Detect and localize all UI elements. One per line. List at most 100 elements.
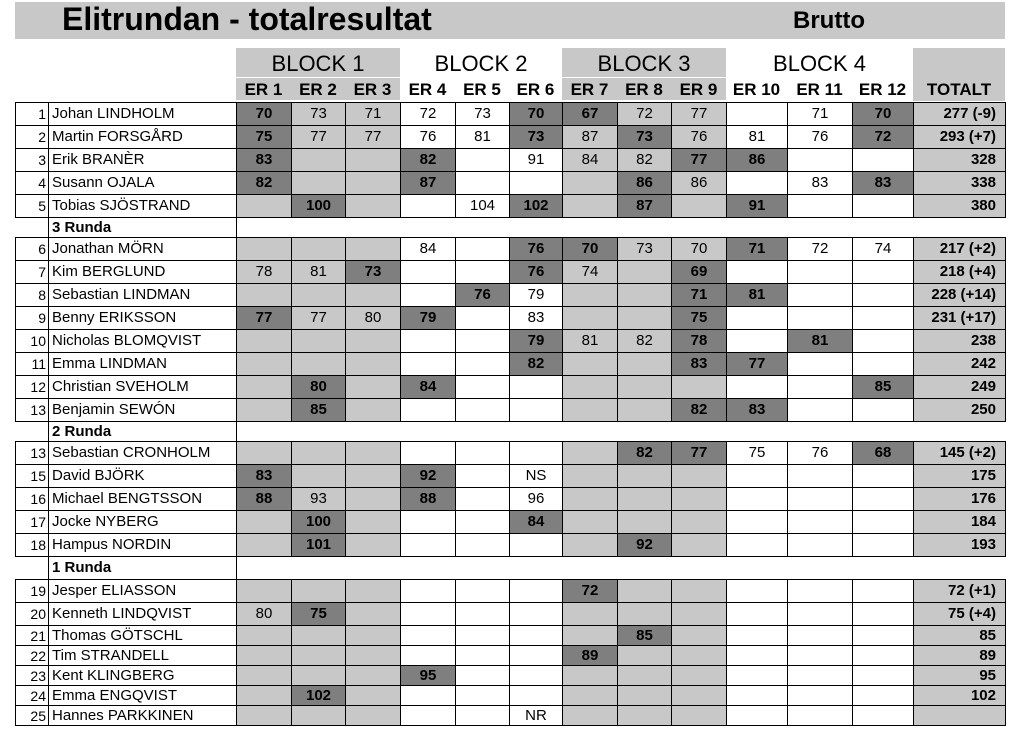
score-cell <box>509 665 563 686</box>
position-cell: 19 <box>15 579 49 603</box>
score-cell <box>852 148 914 172</box>
score-cell <box>455 260 510 284</box>
score-cell <box>787 194 853 218</box>
score-cell <box>291 329 346 353</box>
total-cell: 95 <box>913 665 1006 686</box>
score-cell: 82 <box>617 441 672 465</box>
player-name: Benjamin SEWÓN <box>48 398 237 422</box>
score-cell <box>400 194 456 218</box>
score-cell <box>400 602 456 626</box>
player-name: Johan LINDHOLM <box>48 102 237 126</box>
score-cell <box>345 625 401 646</box>
score-cell <box>726 306 788 330</box>
score-cell <box>617 579 672 603</box>
position-cell: 11 <box>15 352 49 376</box>
col-header-er10: ER 10 <box>732 80 781 99</box>
score-cell <box>400 533 456 557</box>
table-row: 16 Michael BENGTSSON 88 93 88 96 176 <box>15 487 1006 511</box>
score-cell <box>455 441 510 465</box>
score-cell <box>562 398 618 422</box>
score-cell <box>345 665 401 686</box>
score-cell <box>852 602 914 626</box>
score-cell <box>562 194 618 218</box>
score-cell: 72 <box>787 237 853 261</box>
score-cell: 102 <box>509 194 563 218</box>
score-cell <box>291 625 346 646</box>
score-cell <box>617 705 672 726</box>
position-cell: 5 <box>15 194 49 218</box>
position-cell: 9 <box>15 306 49 330</box>
player-name: Jesper ELIASSON <box>48 579 237 603</box>
score-cell <box>787 464 853 488</box>
score-cell <box>852 306 914 330</box>
section-label: 2 Runda <box>48 421 237 442</box>
score-cell <box>236 510 292 534</box>
player-name: Kent KLINGBERG <box>48 665 237 686</box>
score-cell <box>236 625 292 646</box>
score-cell: 71 <box>671 283 727 307</box>
score-cell: 70 <box>562 237 618 261</box>
score-cell: 76 <box>509 260 563 284</box>
score-cell: 85 <box>852 375 914 399</box>
total-cell <box>913 705 1006 726</box>
section-label: 1 Runda <box>48 556 237 580</box>
col-header-er6: ER 6 <box>516 80 555 99</box>
player-name: Jonathan MÖRN <box>48 237 237 261</box>
total-cell: 231 (+17) <box>913 306 1006 330</box>
table-row: 2 Martin FORSGÅRD 75 77 77 76 81 73 87 73 76 81 76 72… <box>15 125 1006 149</box>
score-cell <box>345 148 401 172</box>
score-cell <box>787 602 853 626</box>
score-cell <box>509 375 563 399</box>
score-cell <box>726 464 788 488</box>
score-cell: 70 <box>852 102 914 126</box>
table-row: 3 Erik BRANÈR 83 82 91 84 82 77 86 328 <box>15 148 1006 172</box>
score-cell <box>236 329 292 353</box>
score-cell: 83 <box>671 352 727 376</box>
score-cell <box>345 375 401 399</box>
score-cell: NS <box>509 464 563 488</box>
score-cell <box>291 148 346 172</box>
position-cell: 1 <box>15 102 49 126</box>
score-cell: 81 <box>455 125 510 149</box>
col-header-er7: ER 7 <box>562 78 617 100</box>
score-cell <box>236 705 292 726</box>
score-cell: 92 <box>400 464 456 488</box>
score-cell <box>787 705 853 726</box>
col-header-er4: ER 4 <box>408 80 447 99</box>
position-cell: 12 <box>15 375 49 399</box>
section-spacer <box>236 421 1006 442</box>
table-row: 9 Benny ERIKSSON 77 77 80 79 83 75 231 (+17) <box>15 306 1006 330</box>
score-cell <box>617 510 672 534</box>
score-cell <box>787 260 853 284</box>
score-cell: 70 <box>671 237 727 261</box>
score-cell <box>852 329 914 353</box>
score-cell: 67 <box>562 102 618 126</box>
score-cell: 71 <box>787 102 853 126</box>
score-cell: 83 <box>236 148 292 172</box>
total-cell: 102 <box>913 685 1006 706</box>
score-cell <box>671 464 727 488</box>
score-cell <box>455 375 510 399</box>
score-cell: 76 <box>400 125 456 149</box>
score-cell <box>852 487 914 511</box>
player-name: Emma LINDMAN <box>48 352 237 376</box>
score-cell <box>671 375 727 399</box>
score-cell: 77 <box>291 125 346 149</box>
score-cell <box>562 685 618 706</box>
score-cell <box>726 329 788 353</box>
block-4-header: BLOCK 4 <box>773 51 866 76</box>
score-cell <box>509 625 563 646</box>
score-cell: 71 <box>345 102 401 126</box>
score-cell: 100 <box>291 194 346 218</box>
score-cell <box>236 375 292 399</box>
score-cell <box>787 352 853 376</box>
score-cell: 91 <box>726 194 788 218</box>
block-1-header: BLOCK 1 <box>236 48 400 77</box>
table-row: 15 David BJÖRK 83 92 NS 175 <box>15 464 1006 488</box>
score-cell <box>400 260 456 284</box>
score-cell <box>509 602 563 626</box>
table-row: 21 Thomas GÖTSCHL 85 85 <box>15 625 1006 646</box>
score-cell <box>726 375 788 399</box>
score-cell: 75 <box>726 441 788 465</box>
score-cell <box>455 329 510 353</box>
